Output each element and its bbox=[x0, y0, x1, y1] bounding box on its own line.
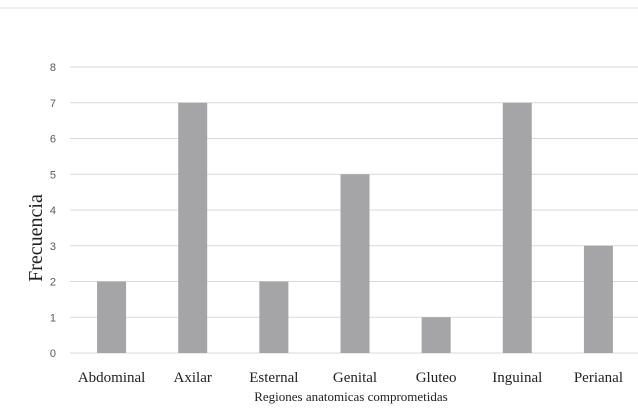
bar-gluteo bbox=[421, 317, 451, 353]
y-axis-label: Frecuencia bbox=[25, 194, 47, 282]
x-tick-label: Abdominal bbox=[78, 370, 146, 386]
y-tick-label: 3 bbox=[50, 241, 56, 253]
x-tick-label: Inguinal bbox=[492, 370, 542, 386]
x-tick-label: Gluteo bbox=[416, 370, 457, 386]
x-tick-label: Genital bbox=[333, 370, 377, 386]
y-tick-label: 0 bbox=[50, 348, 56, 360]
y-tick-label: 8 bbox=[50, 62, 56, 74]
bar-inguinal bbox=[502, 102, 532, 353]
x-tick-label: Axilar bbox=[174, 370, 212, 386]
y-tick-label: 5 bbox=[50, 169, 56, 181]
bar-genital bbox=[340, 174, 370, 353]
y-tick-label: 7 bbox=[50, 98, 56, 110]
bar-abdominal bbox=[97, 281, 127, 353]
x-axis-label: Regiones anatomicas comprometidas bbox=[254, 389, 448, 404]
y-tick-label: 2 bbox=[50, 277, 56, 289]
x-axis-categories: Abdominal Axilar Esternal Genital Gluteo Ingu… bbox=[78, 370, 623, 386]
bar-axilar bbox=[178, 102, 208, 353]
y-axis-ticks: 0 1 2 3 4 5 6 7 8 bbox=[50, 62, 56, 360]
bar-perianal bbox=[583, 245, 613, 353]
bar-esternal bbox=[259, 281, 289, 353]
bars bbox=[97, 102, 613, 353]
x-tick-label: Esternal bbox=[249, 370, 298, 386]
y-tick-label: 4 bbox=[50, 205, 56, 217]
x-tick-label: Perianal bbox=[574, 370, 623, 386]
y-tick-label: 1 bbox=[50, 312, 56, 324]
y-tick-label: 6 bbox=[50, 134, 56, 146]
